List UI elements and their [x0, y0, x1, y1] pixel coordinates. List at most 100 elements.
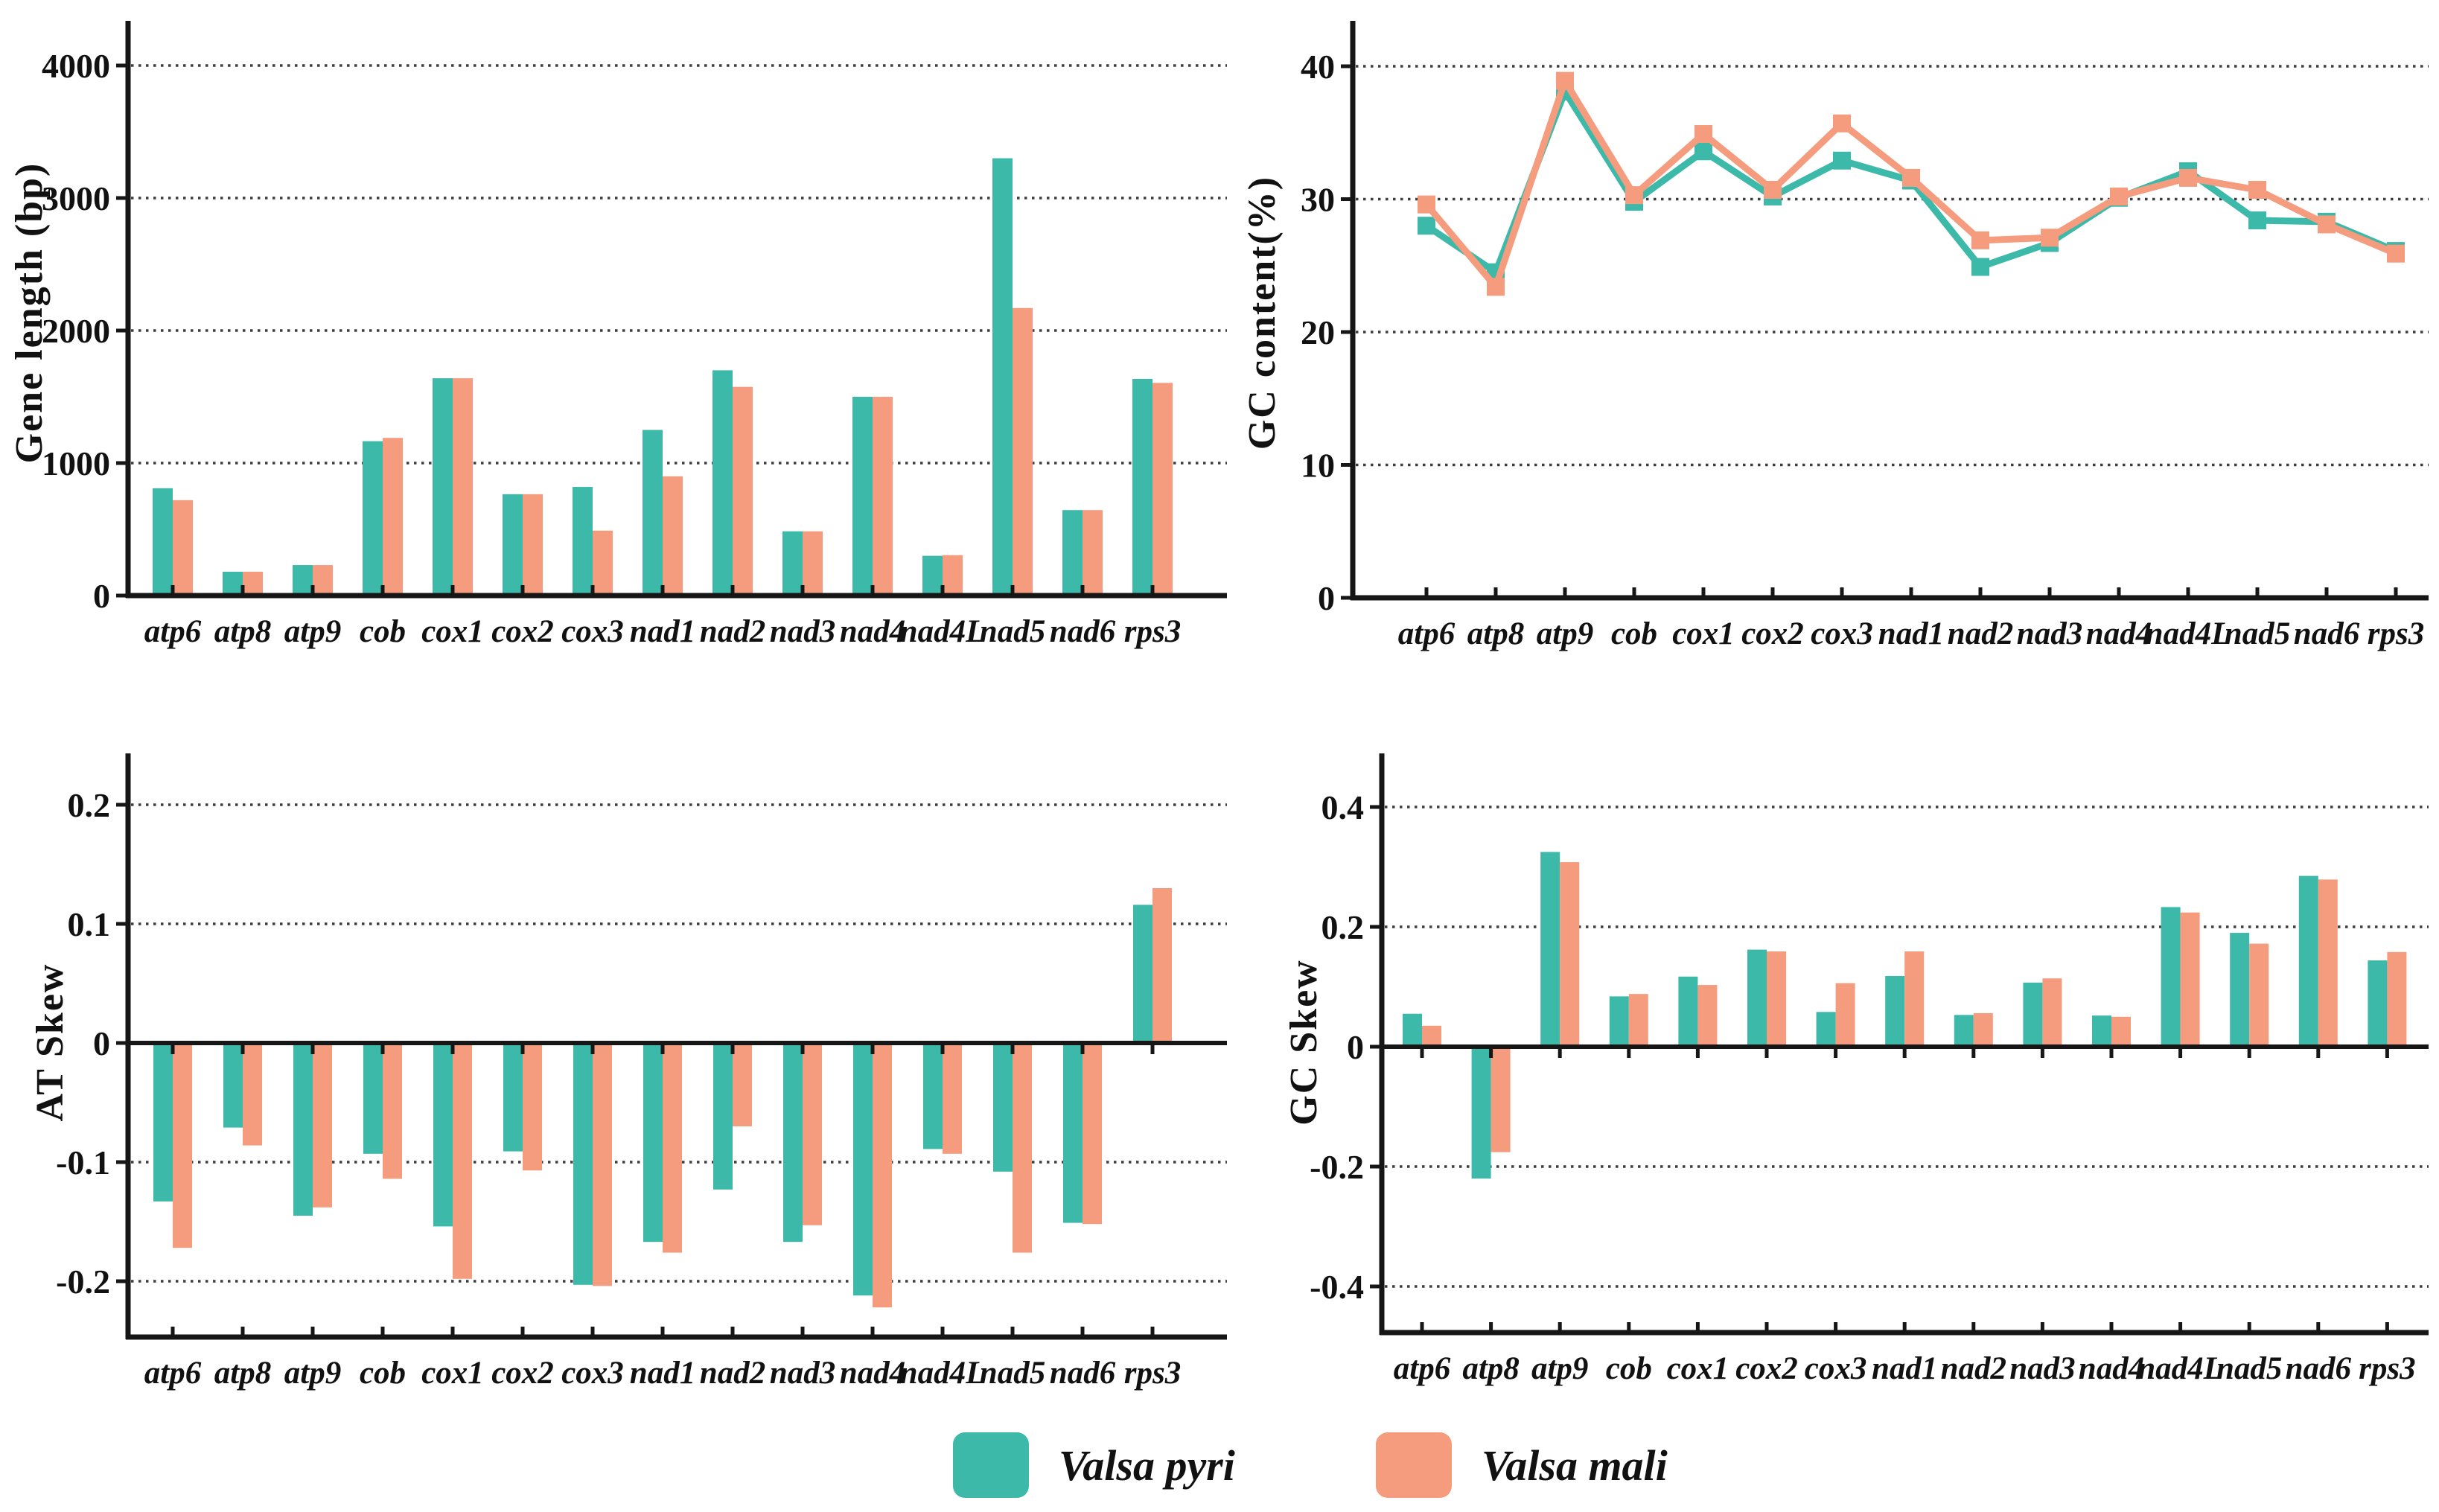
legend-item-valsa-mali: Valsa mali: [1376, 1428, 1668, 1502]
marker-nad2-valsa-pyri: [1971, 258, 1989, 276]
x-label-nad3: nad3: [2009, 1351, 2075, 1386]
x-label-cob: cob: [1606, 1351, 1652, 1386]
bar-nad6-valsa-mali: [2318, 879, 2338, 1047]
bar-nad4L-valsa-mali: [2180, 912, 2200, 1047]
marker-nad3-valsa-mali: [2041, 229, 2059, 247]
bar-rps3-valsa-pyri: [2368, 960, 2388, 1047]
x-label-atp9: atp9: [284, 1356, 341, 1391]
bar-atp6-valsa-mali: [173, 500, 193, 596]
y-tick-label-3000: 3000: [42, 179, 110, 217]
y-tick-label-1000: 1000: [42, 444, 110, 482]
x-label-nad2: nad2: [700, 1356, 765, 1391]
bar-cob-valsa-mali: [383, 1043, 402, 1179]
marker-atp9-valsa-mali: [1556, 71, 1574, 90]
x-label-nad5: nad5: [980, 1356, 1045, 1391]
bar-rps3-valsa-mali: [2387, 951, 2407, 1047]
bar-nad5-valsa-pyri: [992, 158, 1013, 596]
y-tick-label--0.1: -0.1: [56, 1143, 110, 1181]
bar-nad1-valsa-mali: [663, 1043, 682, 1253]
axis-title-at-skew: AT Skew: [29, 963, 71, 1122]
x-label-atp8: atp8: [214, 1356, 271, 1391]
bar-nad1-valsa-mali: [1904, 951, 1925, 1047]
x-label-nad6: nad6: [1050, 1356, 1116, 1391]
bar-nad3-valsa-mali: [803, 1043, 822, 1225]
bar-nad4-valsa-pyri: [2092, 1015, 2111, 1047]
x-label-atp9: atp9: [284, 614, 341, 649]
x-label-nad2: nad2: [1941, 1351, 2006, 1386]
bar-nad5-valsa-mali: [1013, 307, 1033, 596]
bar-cox2-valsa-pyri: [503, 1043, 523, 1152]
x-label-cox3: cox3: [561, 614, 624, 649]
y-tick-label-0.2: 0.2: [68, 786, 111, 824]
bar-cox2-valsa-mali: [523, 1043, 542, 1171]
y-tick-label-40: 40: [1301, 48, 1335, 86]
marker-nad5-valsa-pyri: [2248, 211, 2266, 230]
marker-atp8-valsa-mali: [1487, 278, 1505, 296]
axis-title-gc-skew: GC Skew: [1283, 959, 1325, 1125]
x-label-atp6: atp6: [1394, 1351, 1451, 1386]
x-label-rps3: rps3: [2368, 616, 2424, 651]
bar-cox2-valsa-mali: [1767, 951, 1786, 1047]
y-tick-label-20: 20: [1301, 313, 1335, 351]
bar-atp9-valsa-pyri: [293, 565, 313, 596]
x-label-atp8: atp8: [1467, 616, 1524, 651]
bar-cox3-valsa-mali: [593, 530, 613, 596]
x-label-nad4L: nad4L: [900, 614, 986, 649]
x-label-nad3: nad3: [770, 1356, 835, 1391]
bar-nad4L-valsa-pyri: [2161, 907, 2181, 1047]
x-label-nad2: nad2: [700, 614, 765, 649]
x-label-nad5: nad5: [980, 614, 1045, 649]
bar-nad4-valsa-mali: [873, 1043, 892, 1308]
bar-nad4L-valsa-pyri: [923, 1043, 943, 1149]
x-label-cox3: cox3: [1811, 616, 1873, 651]
bar-cox2-valsa-pyri: [503, 494, 523, 596]
x-label-atp6: atp6: [1398, 616, 1456, 651]
bar-nad6-valsa-pyri: [1062, 510, 1083, 596]
marker-cob-valsa-mali: [1625, 186, 1643, 205]
bar-nad4L-valsa-pyri: [922, 555, 943, 596]
marker-cox2-valsa-mali: [1764, 181, 1782, 200]
bar-rps3-valsa-pyri: [1133, 905, 1152, 1043]
x-label-nad1: nad1: [1872, 1351, 1937, 1386]
y-tick-label-4000: 4000: [42, 47, 110, 85]
x-label-nad4: nad4: [2086, 616, 2152, 651]
bar-atp6-valsa-pyri: [153, 1043, 173, 1202]
bar-cox1-valsa-pyri: [433, 1043, 453, 1227]
x-label-cox1: cox1: [1672, 616, 1735, 651]
marker-nad1-valsa-mali: [1902, 168, 1920, 187]
bar-cox2-valsa-mali: [523, 494, 543, 596]
x-label-nad4: nad4: [840, 1356, 905, 1391]
x-label-nad4: nad4: [840, 614, 905, 649]
bar-atp6-valsa-pyri: [1403, 1013, 1422, 1047]
bar-atp8-valsa-pyri: [223, 571, 243, 596]
bar-atp8-valsa-mali: [243, 1043, 262, 1146]
marker-rps3-valsa-mali: [2387, 244, 2405, 263]
bar-atp8-valsa-pyri: [1471, 1047, 1491, 1179]
x-label-nad1: nad1: [630, 614, 695, 649]
y-tick-label-0.1: 0.1: [68, 905, 111, 943]
bar-nad2-valsa-mali: [1973, 1012, 1993, 1047]
bar-nad4-valsa-mali: [2111, 1016, 2131, 1047]
bar-nad4L-valsa-mali: [943, 555, 963, 596]
x-label-cox1: cox1: [421, 1356, 484, 1391]
marker-nad4L-valsa-mali: [2179, 168, 2197, 187]
bar-nad1-valsa-mali: [663, 476, 683, 596]
x-label-nad4L: nad4L: [900, 1356, 986, 1391]
legend-item-valsa-pyri: Valsa pyri: [953, 1428, 1235, 1502]
bar-cob-valsa-pyri: [363, 1043, 383, 1154]
y-tick-label-0.2: 0.2: [1321, 908, 1365, 946]
bar-nad5-valsa-pyri: [993, 1043, 1013, 1172]
bar-rps3-valsa-pyri: [1132, 378, 1152, 596]
bar-nad6-valsa-mali: [1083, 1043, 1102, 1225]
axis-title-gc-content: GC content(%): [1241, 176, 1284, 450]
bar-nad2-valsa-mali: [733, 1043, 752, 1126]
bar-cox3-valsa-mali: [593, 1043, 612, 1286]
x-label-nad4L: nad4L: [2137, 1351, 2223, 1386]
bar-atp6-valsa-mali: [173, 1043, 192, 1248]
bar-cob-valsa-mali: [383, 438, 403, 596]
bar-nad5-valsa-mali: [1013, 1043, 1032, 1253]
bar-atp9-valsa-mali: [313, 565, 333, 596]
x-label-cox3: cox3: [1805, 1351, 1867, 1386]
